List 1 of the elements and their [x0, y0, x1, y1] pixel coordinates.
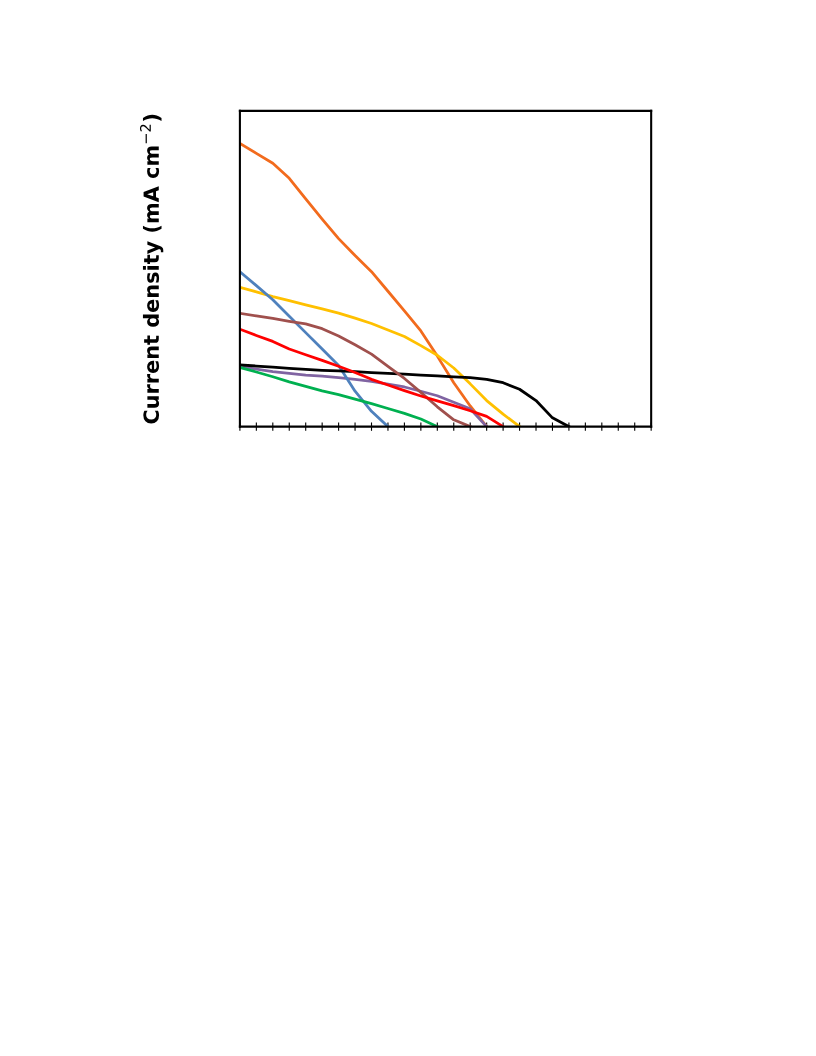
- y-axis-title: Current density (mA cm$^{−2}$): [139, 114, 164, 424]
